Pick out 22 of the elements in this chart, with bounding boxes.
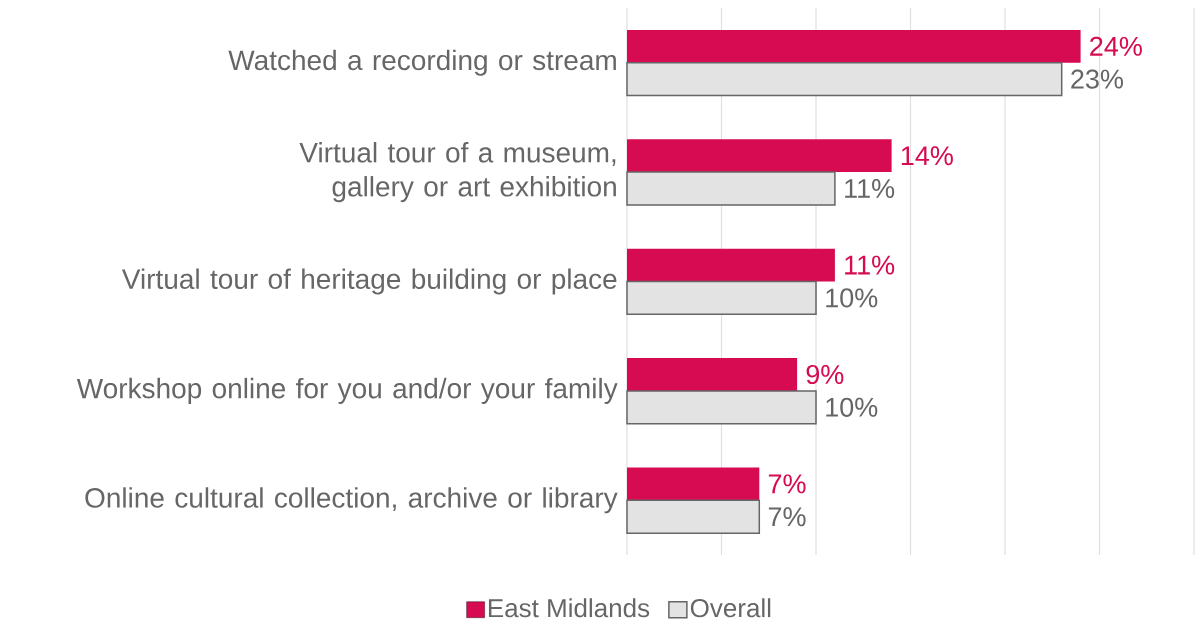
data-label: 10% — [826, 288, 878, 308]
data-label: 24% — [1090, 36, 1142, 56]
data-label: 11% — [845, 255, 895, 275]
data-label: 7% — [768, 507, 806, 527]
legend-label: East Midlands — [488, 598, 650, 618]
y-tick-label: Virtual tour of heritage building or place — [121, 268, 617, 295]
legend-label: Overall — [690, 598, 771, 618]
bar — [627, 29, 1081, 63]
data-label: 23% — [1071, 69, 1123, 89]
data-label: 9% — [806, 364, 844, 385]
data-label: 14% — [901, 146, 953, 166]
data-label: 7% — [768, 474, 806, 494]
y-tick-label: Online cultural collection, archive or library — [85, 487, 618, 514]
y-tick-label: Workshop online for you and/or your family — [76, 377, 618, 404]
y-tick-label: Virtual tour of a museum, gallery or art exhibition — [299, 142, 616, 203]
bar — [627, 139, 892, 173]
y-tick-label: Watched a recording or stream — [228, 49, 616, 76]
bar — [627, 358, 798, 391]
data-label: 11% — [845, 179, 895, 198]
bar — [627, 248, 835, 282]
bar — [627, 467, 760, 501]
data-label: 10% — [826, 397, 878, 417]
